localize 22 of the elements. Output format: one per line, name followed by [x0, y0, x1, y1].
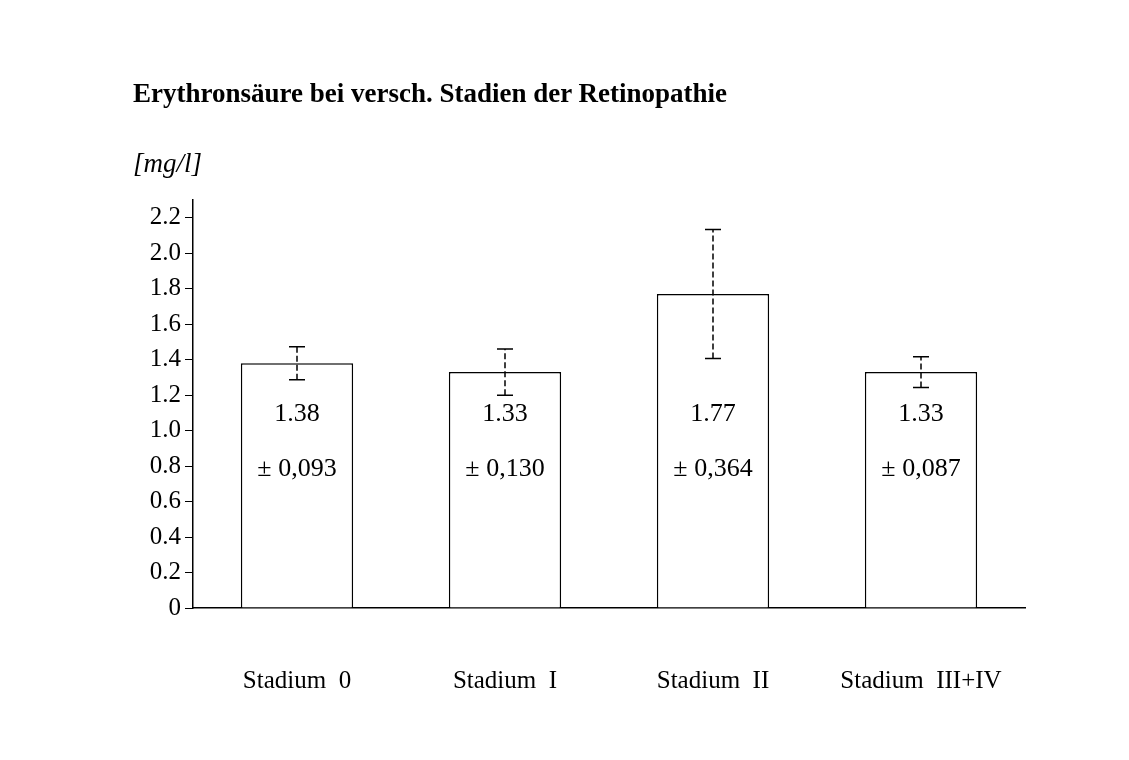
y-tick-label: 0 — [168, 592, 181, 620]
x-tick-label: Stadium III+IV — [840, 665, 1002, 693]
y-tick-label: 1.0 — [149, 415, 181, 443]
x-tick-label: Stadium II — [656, 665, 770, 693]
y-tick-label: 1.4 — [149, 344, 182, 372]
data-label: 1.38 ± 0,093 — [257, 397, 337, 482]
data-label: 1.33 ± 0,087 — [881, 397, 961, 482]
y-tick-label: 0.8 — [149, 450, 181, 478]
y-tick-label: 0.2 — [149, 557, 181, 585]
y-tick-label: 1.8 — [149, 273, 181, 301]
y-tick-label: 1.2 — [149, 379, 181, 407]
chart-title: Erythronsäure bei versch. Stadien der Retinopathie — [133, 78, 728, 109]
y-tick-label: 0.6 — [149, 486, 181, 514]
y-tick-label: 2.2 — [149, 202, 181, 230]
y-tick-label: 0.4 — [149, 521, 182, 549]
y-axis-title: [mg/l] — [133, 148, 203, 179]
y-tick-label: 2.0 — [149, 237, 181, 265]
data-label: 1.77 ± 0,364 — [673, 397, 753, 482]
x-tick-label: Stadium 0 — [242, 665, 352, 693]
y-tick-label: 1.6 — [149, 308, 181, 336]
data-label: 1.33 ± 0,130 — [465, 397, 545, 482]
x-tick-label: Stadium I — [452, 665, 558, 693]
